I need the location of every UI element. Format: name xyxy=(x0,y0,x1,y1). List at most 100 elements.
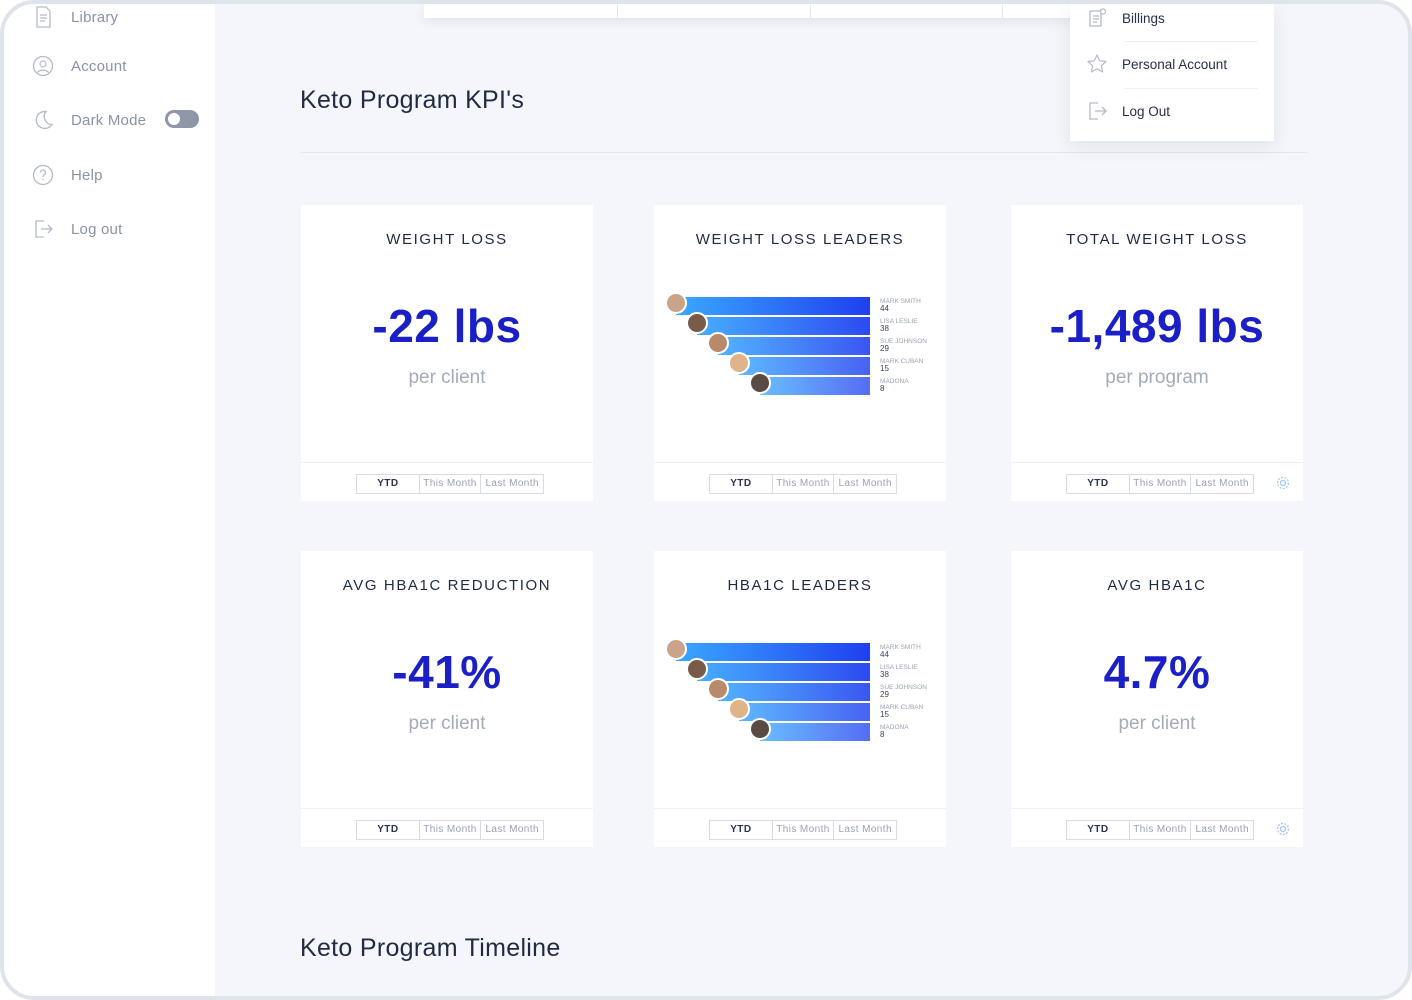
divider xyxy=(617,4,618,18)
kpi-caption: per client xyxy=(408,713,486,734)
kpi-caption: per program xyxy=(1105,367,1209,388)
leader-bar xyxy=(697,663,870,681)
kpi-card-avg-hba1c-reduction: AVG HBA1C REDUCTION -41% per client YTD … xyxy=(301,551,593,847)
document-icon xyxy=(36,6,51,28)
toggle-knob xyxy=(168,113,180,125)
top-panel xyxy=(424,4,1104,18)
timeline-section-title: Keto Program Timeline xyxy=(300,934,561,962)
range-last-month-button[interactable]: Last Month xyxy=(1195,824,1249,835)
range-last-month-button[interactable]: Last Month xyxy=(485,824,539,835)
range-ytd-button[interactable]: YTD xyxy=(1067,475,1130,493)
leader-value: 38 xyxy=(880,324,889,333)
sidebar-item-label: Library xyxy=(71,8,119,26)
range-selector: YTD This Month Last Month xyxy=(1066,474,1254,494)
card-footer: YTD This Month Last Month xyxy=(654,462,946,501)
range-ytd-button[interactable]: YTD xyxy=(357,821,420,839)
card-footer: YTD This Month Last Month xyxy=(301,462,593,501)
leader-avatar xyxy=(665,638,687,660)
leader-bar xyxy=(739,703,870,721)
sidebar-item-label: Dark Mode xyxy=(71,111,147,129)
gear-icon[interactable] xyxy=(1275,475,1291,491)
sidebar-item-logout[interactable]: Log out xyxy=(32,216,122,242)
leader-bar xyxy=(760,377,870,395)
menu-item-log-out[interactable]: Log Out xyxy=(1086,88,1258,134)
kpi-caption: per client xyxy=(408,367,486,388)
range-last-month-button[interactable]: Last Month xyxy=(838,478,892,489)
leader-bar xyxy=(676,643,870,661)
gear-icon[interactable] xyxy=(1275,821,1291,837)
range-this-month-button[interactable]: This Month xyxy=(773,821,835,839)
range-ytd-button[interactable]: YTD xyxy=(357,475,420,493)
leader-name: MARK SMITH xyxy=(880,298,921,305)
menu-item-label: Billings xyxy=(1122,10,1165,26)
leader-value: 44 xyxy=(880,304,889,313)
kpi-card-avg-hba1c: AVG HBA1C 4.7% per client YTD This Month… xyxy=(1011,551,1303,847)
leader-bar xyxy=(718,337,870,355)
sidebar: Library Account Dark Mode Help Log out xyxy=(4,4,215,996)
card-footer: YTD This Month Last Month xyxy=(301,808,593,847)
range-ytd-button[interactable]: YTD xyxy=(710,821,773,839)
leader-avatar xyxy=(707,678,729,700)
logout-icon xyxy=(1089,102,1107,120)
leader-value: 38 xyxy=(880,670,889,679)
range-last-month-button[interactable]: Last Month xyxy=(485,478,539,489)
range-last-month-button[interactable]: Last Month xyxy=(1195,478,1249,489)
range-selector: YTD This Month Last Month xyxy=(709,820,897,840)
divider xyxy=(810,4,811,18)
kpi-caption: per client xyxy=(1118,713,1196,734)
leader-value: 44 xyxy=(880,650,889,659)
kpi-value: -41% xyxy=(392,646,502,698)
sidebar-item-library[interactable]: Library xyxy=(32,4,118,30)
leader-name: SUE JOHNSON xyxy=(880,338,927,345)
range-this-month-button[interactable]: This Month xyxy=(773,475,835,493)
range-selector: YTD This Month Last Month xyxy=(1066,820,1254,840)
sidebar-item-label: Log out xyxy=(71,220,123,238)
range-this-month-button[interactable]: This Month xyxy=(1130,821,1192,839)
sidebar-item-dark-mode: Dark Mode xyxy=(32,107,146,133)
leader-avatar xyxy=(686,312,708,334)
range-selector: YTD This Month Last Month xyxy=(709,474,897,494)
range-ytd-button[interactable]: YTD xyxy=(710,475,773,493)
card-footer: YTD This Month Last Month xyxy=(1011,462,1303,501)
card-title: AVG HBA1C xyxy=(1107,577,1207,594)
sidebar-item-account[interactable]: Account xyxy=(32,53,127,79)
leader-bar xyxy=(739,357,870,375)
leader-bar xyxy=(697,317,870,335)
card-footer: YTD This Month Last Month xyxy=(654,808,946,847)
leader-bar xyxy=(718,683,870,701)
card-title: AVG HBA1C REDUCTION xyxy=(342,577,552,594)
menu-item-billings[interactable]: Billings xyxy=(1086,4,1258,41)
divider xyxy=(1002,4,1003,18)
menu-divider xyxy=(1124,88,1258,89)
range-last-month-button[interactable]: Last Month xyxy=(838,824,892,835)
leader-name: MADONA xyxy=(880,378,909,385)
leader-bar xyxy=(760,723,870,741)
leader-name: MARK SMITH xyxy=(880,644,921,651)
moon-icon xyxy=(35,110,54,129)
dark-mode-toggle[interactable] xyxy=(165,110,199,128)
card-title: HBA1C LEADERS xyxy=(727,577,873,594)
leader-name: LISA LESLIE xyxy=(880,318,918,325)
range-this-month-button[interactable]: This Month xyxy=(1130,475,1192,493)
kpi-card-hba1c-leaders: HBA1C LEADERS MARK SMITH 44 LISA LESLIE 38 S… xyxy=(654,551,946,847)
kpi-value: -22 lbs xyxy=(372,300,522,352)
leader-name: SUE JOHNSON xyxy=(880,684,927,691)
leader-value: 8 xyxy=(880,384,885,393)
menu-item-label: Log Out xyxy=(1122,103,1171,119)
range-this-month-button[interactable]: This Month xyxy=(420,821,482,839)
leader-name: MADONA xyxy=(880,724,909,731)
menu-item-personal-account[interactable]: Personal Account xyxy=(1086,41,1258,87)
billing-icon xyxy=(1089,8,1107,27)
range-ytd-button[interactable]: YTD xyxy=(1067,821,1130,839)
sidebar-item-help[interactable]: Help xyxy=(32,162,103,188)
kpi-card-total-weight-loss: TOTAL WEIGHT LOSS -1,489 lbs per program… xyxy=(1011,205,1303,501)
card-title: WEIGHT LOSS LEADERS xyxy=(695,231,905,248)
leader-bar xyxy=(676,297,870,315)
range-this-month-button[interactable]: This Month xyxy=(420,475,482,493)
menu-divider xyxy=(1124,41,1258,42)
kpi-card-weight-loss: WEIGHT LOSS -22 lbs per client YTD This … xyxy=(301,205,593,501)
kpi-section-title: Keto Program KPI's xyxy=(300,86,525,114)
